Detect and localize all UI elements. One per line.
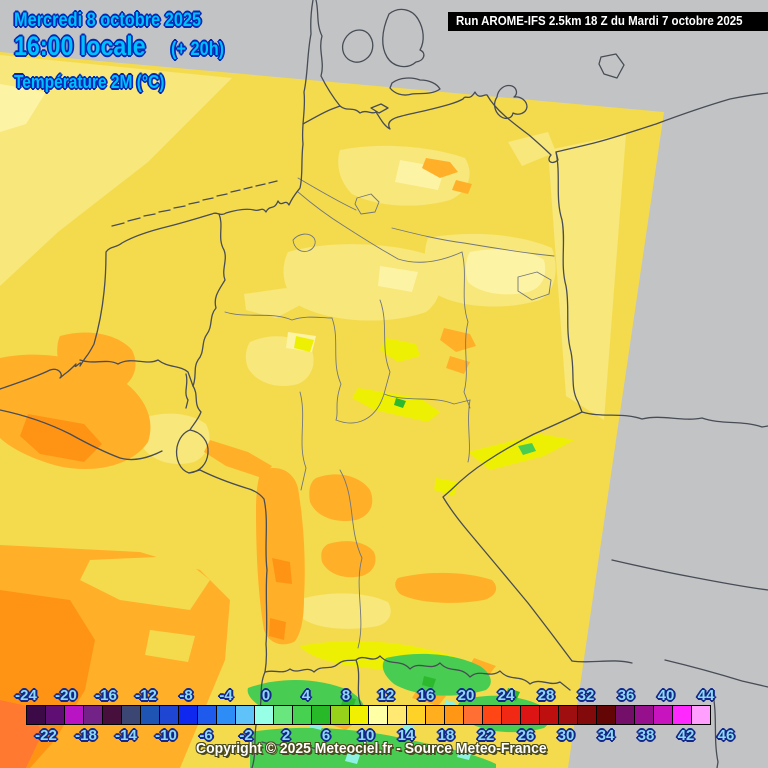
colorbar-cell xyxy=(577,705,597,725)
forecast-date-text: Mercredi 8 octobre 2025 xyxy=(14,10,202,31)
colorbar-cell xyxy=(140,705,160,725)
colorbar-cell xyxy=(330,705,350,725)
colorbar-tick-label: 4 xyxy=(301,687,311,704)
colorbar-tick-label: 46 xyxy=(717,727,735,744)
variable-label: Température 2M (°C) xyxy=(14,72,189,93)
colorbar-tick-label: 38 xyxy=(637,727,655,744)
colorbar-cell xyxy=(539,705,559,725)
colorbar-tick-label: 32 xyxy=(577,687,595,704)
run-info-text: Run AROME-IFS 2.5km 18 Z du Mardi 7 octo… xyxy=(456,14,743,28)
forecast-time: 16:00 locale xyxy=(14,31,146,61)
colorbar-cell xyxy=(482,705,502,725)
copyright-text: Copyright © 2025 Meteociel.fr - Source M… xyxy=(195,740,547,757)
colorbar-tick-label: -10 xyxy=(155,727,177,744)
colorbar-cells xyxy=(26,705,746,725)
colorbar-tick-label: -4 xyxy=(219,687,233,704)
colorbar-cell xyxy=(444,705,464,725)
colorbar-cell xyxy=(463,705,483,725)
colorbar-tick-label: 30 xyxy=(557,727,575,744)
colorbar-tick-label: 14 xyxy=(397,727,415,744)
colorbar-cell xyxy=(425,705,445,725)
colorbar-tick-label: -12 xyxy=(135,687,157,704)
colorbar-cell xyxy=(387,705,407,725)
colorbar-cell xyxy=(615,705,635,725)
colorbar-cell xyxy=(26,705,46,725)
colorbar-cell xyxy=(235,705,255,725)
colorbar-cell xyxy=(197,705,217,725)
colorbar-tick-label: 12 xyxy=(377,687,395,704)
colorbar-cell xyxy=(178,705,198,725)
forecast-date: Mercredi 8 octobre 2025 xyxy=(14,10,232,32)
colorbar-cell xyxy=(254,705,274,725)
colorbar-tick-label: 44 xyxy=(697,687,715,704)
colorbar-tick-label: 26 xyxy=(517,727,535,744)
colorbar-cell xyxy=(311,705,331,725)
colorbar-bottom-labels: -22 -18 -14 -10 -6 -2 2 6 10 14 18 22 26 30 34 38 42 46 xyxy=(26,727,746,744)
colorbar-cell xyxy=(45,705,65,725)
colorbar-tick-label: 40 xyxy=(657,687,675,704)
colorbar-cell xyxy=(64,705,84,725)
colorbar-tick-label: -18 xyxy=(75,727,97,744)
colorbar-tick-label: -22 xyxy=(35,727,57,744)
colorbar-cell xyxy=(653,705,673,725)
colorbar-tick-label: 34 xyxy=(597,727,615,744)
colorbar-tick-label: 36 xyxy=(617,687,635,704)
colorbar-cell xyxy=(501,705,521,725)
colorbar-tick-label: -24 xyxy=(15,687,37,704)
colorbar-cell xyxy=(83,705,103,725)
colorbar-cell xyxy=(520,705,540,725)
colorbar-tick-label: 8 xyxy=(341,687,351,704)
colorbar-cell xyxy=(216,705,236,725)
state-borders xyxy=(224,177,555,649)
colorbar-tick-label: -20 xyxy=(55,687,77,704)
colorbar-tick-label: 2 xyxy=(281,727,291,744)
copyright-notice: Copyright © 2025 Meteociel.fr - Source M… xyxy=(0,740,768,757)
variable-label-text: Température 2M (°C) xyxy=(14,72,165,92)
colorbar-tick-label: 28 xyxy=(537,687,555,704)
colorbar-cell xyxy=(273,705,293,725)
colorbar-tick-label: 16 xyxy=(417,687,435,704)
colorbar-tick-label: -14 xyxy=(115,727,137,744)
colorbar-tick-label: -16 xyxy=(95,687,117,704)
run-info-bar: Run AROME-IFS 2.5km 18 Z du Mardi 7 octo… xyxy=(448,12,768,31)
colorbar-tick-label: 24 xyxy=(497,687,515,704)
colorbar-cell xyxy=(121,705,141,725)
colorbar-tick-label: 20 xyxy=(457,687,475,704)
colorbar-cell xyxy=(634,705,654,725)
colorbar-tick-label: 18 xyxy=(437,727,455,744)
colorbar-tick-label: 10 xyxy=(357,727,375,744)
colorbar-tick-label: -2 xyxy=(239,727,253,744)
colorbar-cell xyxy=(102,705,122,725)
forecast-time-row: 16:00 locale (+ 20h) xyxy=(14,31,233,62)
colorbar-tick-label: 42 xyxy=(677,727,695,744)
colorbar-tick-label: 22 xyxy=(477,727,495,744)
colorbar-cell xyxy=(672,705,692,725)
colorbar-cell xyxy=(406,705,426,725)
colorbar-tick-label: 6 xyxy=(321,727,331,744)
colorbar-cell xyxy=(349,705,369,725)
colorbar-cell xyxy=(596,705,616,725)
colorbar-cell xyxy=(159,705,179,725)
colorbar-cell xyxy=(292,705,312,725)
colorbar-cell xyxy=(691,705,711,725)
colorbar-tick-label: 0 xyxy=(261,687,271,704)
colorbar-cell xyxy=(368,705,388,725)
colorbar-tick-label: -6 xyxy=(199,727,213,744)
colorbar-tick-label: -8 xyxy=(179,687,193,704)
forecast-offset: (+ 20h) xyxy=(171,39,225,60)
colorbar-cell xyxy=(558,705,578,725)
colorbar-top-labels: -24 -20 -16 -12 -8 -4 0 4 8 12 16 20 24 28 32 36 40 44 xyxy=(15,687,746,704)
